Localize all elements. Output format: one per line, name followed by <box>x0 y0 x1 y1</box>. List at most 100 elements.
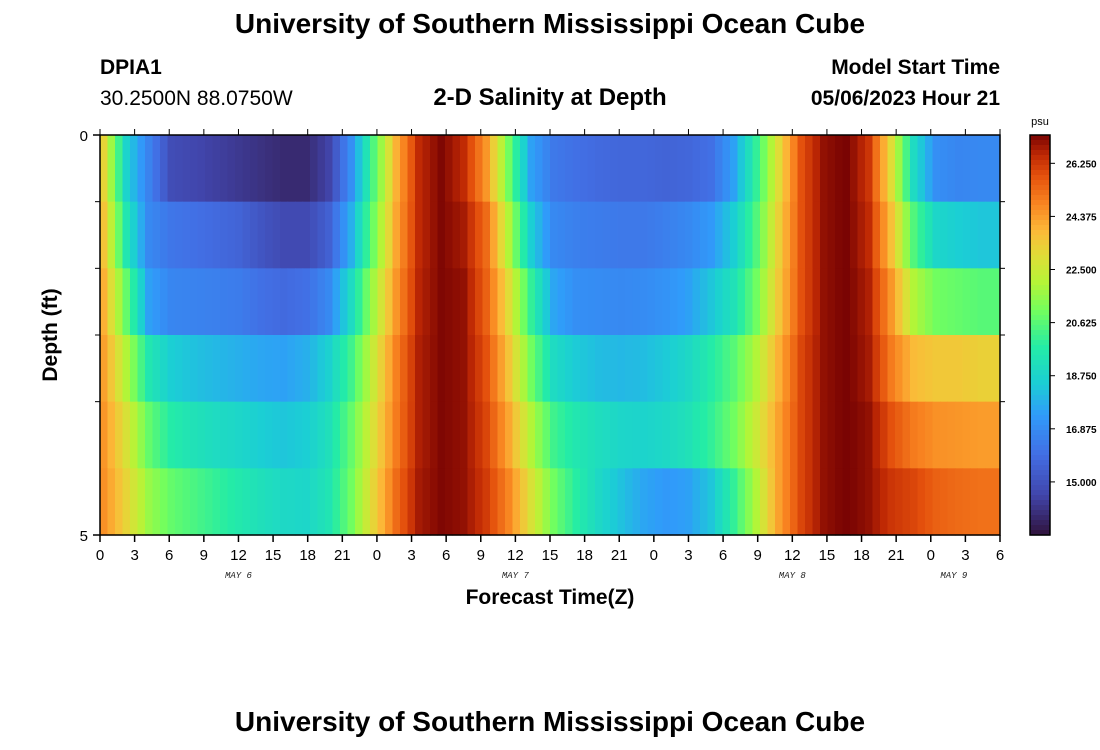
heatmap-cell <box>370 335 379 403</box>
heatmap-cell <box>737 335 746 403</box>
x-axis: 0 3 6 9 12 15 18 21 0 3 6 9 12 15 18 21 0 3 6 9 12 15 18 21 0 3 6 M… <box>96 129 1004 581</box>
heatmap-cell <box>820 268 829 336</box>
colorbar-tick-label: 26.250 <box>1066 159 1097 170</box>
heatmap-cell <box>715 401 724 469</box>
heatmap-cell <box>497 468 506 536</box>
heatmap-cell <box>565 135 574 203</box>
heatmap-cell <box>557 335 566 403</box>
heatmap-cell <box>835 201 844 269</box>
heatmap-cell <box>617 335 626 403</box>
colorbar-segment <box>1030 505 1050 511</box>
heatmap-cell <box>782 201 791 269</box>
heatmap-cell <box>692 468 701 536</box>
heatmap-cell <box>272 335 281 403</box>
heatmap-cell <box>760 468 769 536</box>
heatmap-cell <box>160 201 169 269</box>
heatmap-cell <box>167 401 176 469</box>
heatmap-cell <box>205 401 214 469</box>
heatmap-cell <box>700 201 709 269</box>
heatmap-cell <box>355 201 364 269</box>
heatmap-cell <box>842 268 851 336</box>
heatmap-cell <box>265 268 274 336</box>
heatmap-cell <box>880 268 889 336</box>
heatmap-cell <box>520 401 529 469</box>
heatmap-cell <box>377 401 386 469</box>
heatmap-cell <box>940 468 949 536</box>
colorbar-segment <box>1030 405 1050 411</box>
heatmap-cell <box>775 201 784 269</box>
heatmap-cell <box>850 335 859 403</box>
heatmap-cell <box>287 468 296 536</box>
heatmap-cell <box>467 268 476 336</box>
heatmap-cell <box>370 201 379 269</box>
heatmap-cell <box>857 201 866 269</box>
heatmap-cell <box>550 268 559 336</box>
x-tick-label: 15 <box>542 547 559 564</box>
heatmap-cell <box>812 201 821 269</box>
heatmap-cell <box>415 268 424 336</box>
heatmap-cell <box>167 335 176 403</box>
heatmap-cell <box>512 468 521 536</box>
heatmap-cell <box>100 201 109 269</box>
heatmap-cell <box>362 268 371 336</box>
heatmap-cell <box>235 135 244 203</box>
colorbar-segment <box>1030 465 1050 471</box>
heatmap-cell <box>130 201 139 269</box>
heatmap-cell <box>865 201 874 269</box>
heatmap-cell <box>625 201 634 269</box>
heatmap-cell <box>760 401 769 469</box>
heatmap-cell <box>490 201 499 269</box>
model-start-value: 05/06/2023 Hour 21 <box>810 87 1000 110</box>
heatmap-cell <box>737 135 746 203</box>
heatmap-cell <box>632 268 641 336</box>
heatmap-cell <box>257 335 266 403</box>
heatmap-cell <box>940 268 949 336</box>
heatmap-cell <box>302 135 311 203</box>
heatmap-cell <box>280 135 289 203</box>
heatmap-cell <box>407 468 416 536</box>
heatmap-cell <box>415 335 424 403</box>
heatmap-cell <box>685 201 694 269</box>
x-tick-label: 3 <box>961 547 969 564</box>
heatmap-cell <box>415 201 424 269</box>
colorbar-segment <box>1030 235 1050 241</box>
colorbar-segment <box>1030 445 1050 451</box>
colorbar-segment <box>1030 480 1050 486</box>
heatmap-cell <box>662 401 671 469</box>
heatmap-cell <box>692 268 701 336</box>
heatmap-cell <box>107 201 116 269</box>
heatmap-cell <box>302 268 311 336</box>
heatmap-cell <box>640 201 649 269</box>
heatmap-cell <box>190 268 199 336</box>
heatmap-cell <box>857 468 866 536</box>
heatmap-cell <box>145 135 154 203</box>
x-tick-label: 6 <box>719 547 727 564</box>
heatmap-cell <box>242 468 251 536</box>
heatmap-cell <box>925 468 934 536</box>
heatmap-cell <box>407 401 416 469</box>
heatmap-cell <box>280 468 289 536</box>
heatmap-cell <box>947 135 956 203</box>
heatmap-cell <box>265 335 274 403</box>
colorbar-segment <box>1030 250 1050 256</box>
heatmap-cell <box>227 335 236 403</box>
heatmap-cell <box>805 201 814 269</box>
heatmap-cell <box>520 135 529 203</box>
colorbar-segment <box>1030 190 1050 196</box>
heatmap-cell <box>692 335 701 403</box>
heatmap-cell <box>925 268 934 336</box>
heatmap-cell <box>347 335 356 403</box>
heatmap-cell <box>827 468 836 536</box>
heatmap-cell <box>872 468 881 536</box>
heatmap-cell <box>752 268 761 336</box>
heatmap-cell <box>715 468 724 536</box>
heatmap-cell <box>550 201 559 269</box>
heatmap-cell <box>430 401 439 469</box>
heatmap-cell <box>835 268 844 336</box>
heatmap-cell <box>572 268 581 336</box>
heatmap-cell <box>790 401 799 469</box>
heatmap-cell <box>752 135 761 203</box>
heatmap-cell <box>452 401 461 469</box>
heatmap-cell <box>310 268 319 336</box>
heatmap-cell <box>355 401 364 469</box>
